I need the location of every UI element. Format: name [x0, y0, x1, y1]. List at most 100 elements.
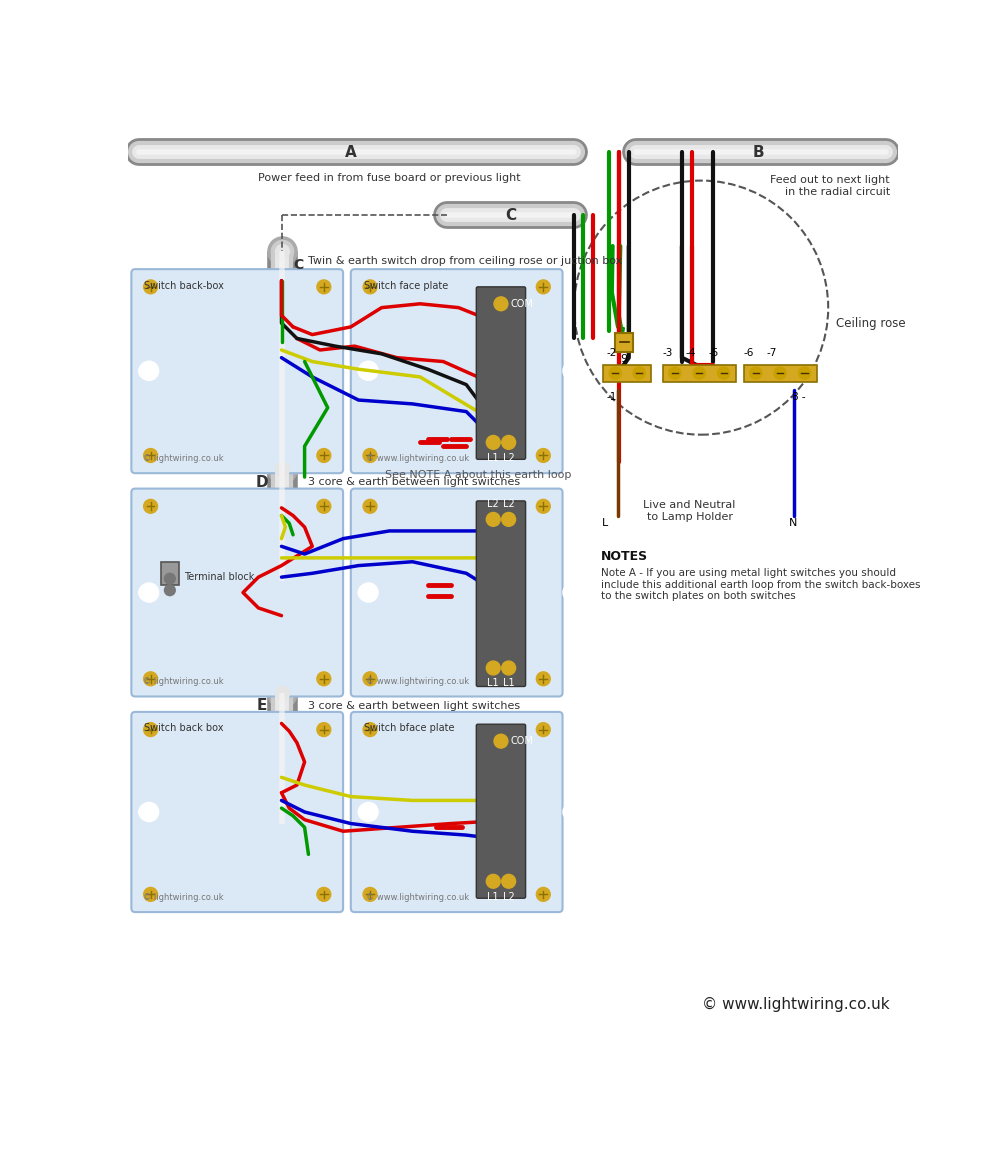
- Text: L1: L1: [487, 892, 499, 902]
- Circle shape: [563, 362, 582, 380]
- Circle shape: [317, 499, 331, 514]
- Circle shape: [494, 297, 508, 311]
- Circle shape: [774, 367, 786, 379]
- Text: © www.lightwiring.co.uk: © www.lightwiring.co.uk: [366, 677, 469, 687]
- Text: © www.lightwiring.co.uk: © www.lightwiring.co.uk: [702, 998, 890, 1013]
- Text: E: E: [257, 698, 267, 713]
- Text: L: L: [602, 518, 608, 529]
- Text: C: C: [505, 207, 517, 222]
- Text: © www.lightwiring.co.uk: © www.lightwiring.co.uk: [366, 454, 469, 463]
- Circle shape: [717, 367, 730, 379]
- Text: COM: COM: [510, 736, 533, 746]
- Circle shape: [359, 803, 378, 821]
- Text: Switch back box: Switch back box: [144, 723, 224, 734]
- Circle shape: [502, 874, 516, 888]
- Text: 9: 9: [621, 354, 628, 364]
- Circle shape: [669, 367, 681, 379]
- Text: L2: L2: [503, 499, 515, 509]
- Circle shape: [140, 583, 158, 601]
- Text: B: B: [753, 145, 765, 160]
- Circle shape: [494, 734, 508, 748]
- Text: Live and Neutral
to Lamp Holder: Live and Neutral to Lamp Holder: [643, 500, 736, 522]
- Circle shape: [536, 448, 550, 462]
- Circle shape: [609, 367, 621, 379]
- Circle shape: [536, 499, 550, 514]
- Bar: [161, 562, 179, 585]
- Circle shape: [486, 661, 500, 675]
- Circle shape: [536, 672, 550, 685]
- Circle shape: [140, 803, 158, 821]
- Circle shape: [144, 722, 158, 736]
- Text: © lightwiring.co.uk: © lightwiring.co.uk: [143, 893, 224, 902]
- Text: Ceiling rose: Ceiling rose: [836, 317, 906, 329]
- Text: 8 -: 8 -: [792, 393, 806, 402]
- Bar: [615, 333, 633, 351]
- Circle shape: [536, 722, 550, 736]
- Circle shape: [164, 574, 175, 584]
- Text: -6: -6: [744, 348, 754, 357]
- Text: Feed out to next light
in the radial circuit: Feed out to next light in the radial cir…: [770, 175, 890, 197]
- Circle shape: [140, 362, 158, 380]
- Circle shape: [502, 661, 516, 675]
- Text: © lightwiring.co.uk: © lightwiring.co.uk: [143, 454, 224, 463]
- Text: C: C: [293, 258, 303, 272]
- Circle shape: [750, 367, 762, 379]
- Text: -3: -3: [663, 348, 673, 357]
- Bar: [744, 365, 817, 381]
- Text: -2: -2: [606, 348, 617, 357]
- Text: -1: -1: [606, 393, 617, 402]
- Text: Power feed in from fuse board or previous light: Power feed in from fuse board or previou…: [258, 173, 521, 183]
- Text: L2: L2: [503, 892, 515, 902]
- Text: -7: -7: [767, 348, 777, 357]
- Circle shape: [317, 887, 331, 901]
- Circle shape: [139, 364, 154, 379]
- Text: L1: L1: [487, 453, 499, 463]
- Circle shape: [359, 362, 378, 380]
- Circle shape: [486, 874, 500, 888]
- Bar: [663, 365, 736, 381]
- Text: N: N: [789, 518, 798, 529]
- Circle shape: [363, 280, 377, 294]
- Text: 3 core & earth between light switches: 3 core & earth between light switches: [308, 477, 521, 487]
- Circle shape: [144, 887, 158, 901]
- Circle shape: [359, 364, 374, 379]
- Circle shape: [139, 804, 154, 820]
- Circle shape: [502, 513, 516, 526]
- Circle shape: [144, 448, 158, 462]
- Text: D: D: [256, 475, 269, 490]
- Text: Twin & earth switch drop from ceiling rose or juction box: Twin & earth switch drop from ceiling ro…: [308, 257, 623, 266]
- Circle shape: [486, 435, 500, 449]
- Circle shape: [693, 367, 705, 379]
- Text: 3 core & earth between light switches: 3 core & earth between light switches: [308, 700, 521, 711]
- Circle shape: [363, 722, 377, 736]
- Text: -5: -5: [709, 348, 719, 357]
- Text: L2: L2: [503, 453, 515, 463]
- Text: A: A: [345, 145, 357, 160]
- Circle shape: [139, 585, 154, 600]
- Circle shape: [317, 448, 331, 462]
- Circle shape: [502, 435, 516, 449]
- Text: Switch bface plate: Switch bface plate: [364, 723, 454, 734]
- Circle shape: [144, 672, 158, 685]
- Circle shape: [144, 499, 158, 514]
- Circle shape: [798, 367, 811, 379]
- Text: © lightwiring.co.uk: © lightwiring.co.uk: [143, 677, 224, 687]
- Circle shape: [317, 722, 331, 736]
- FancyBboxPatch shape: [351, 270, 563, 473]
- Text: -4: -4: [686, 348, 696, 357]
- FancyBboxPatch shape: [476, 287, 526, 460]
- Circle shape: [359, 804, 374, 820]
- Circle shape: [486, 513, 500, 526]
- Circle shape: [363, 448, 377, 462]
- FancyBboxPatch shape: [476, 501, 526, 687]
- Circle shape: [317, 672, 331, 685]
- Circle shape: [633, 367, 645, 379]
- Circle shape: [536, 887, 550, 901]
- Circle shape: [563, 803, 582, 821]
- FancyBboxPatch shape: [131, 712, 343, 912]
- Circle shape: [563, 583, 582, 601]
- Text: L1: L1: [503, 679, 514, 688]
- Circle shape: [363, 887, 377, 901]
- Text: Switch face plate: Switch face plate: [364, 281, 448, 290]
- FancyBboxPatch shape: [476, 725, 526, 899]
